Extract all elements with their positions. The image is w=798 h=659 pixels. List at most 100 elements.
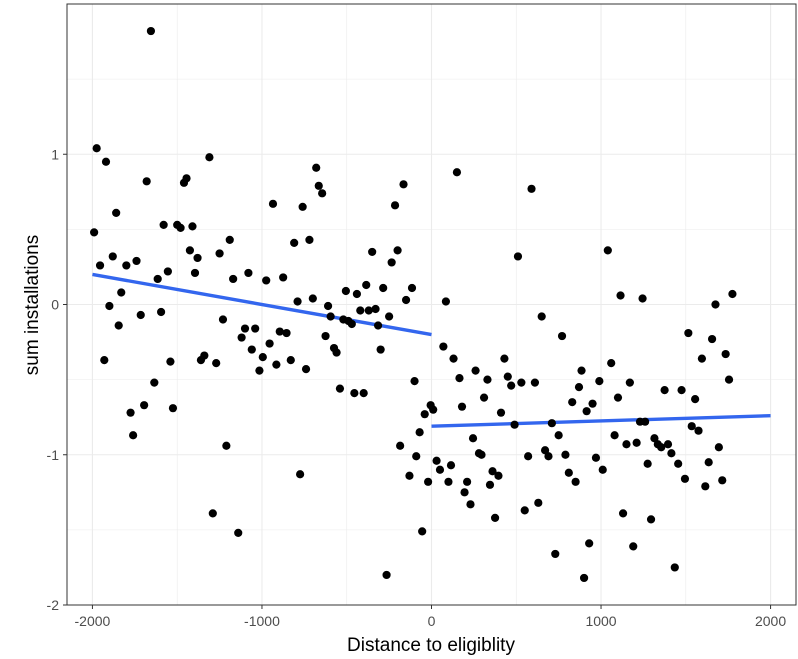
data-point — [222, 441, 231, 450]
data-point — [359, 389, 368, 398]
data-point — [247, 345, 256, 354]
data-point — [371, 304, 380, 314]
data-point — [691, 395, 700, 404]
x-tick-label: 0 — [428, 613, 436, 629]
data-point — [272, 360, 281, 369]
data-point — [629, 542, 638, 551]
data-point — [373, 321, 383, 330]
data-point — [101, 157, 111, 166]
fit-line — [431, 413, 771, 428]
data-point — [524, 452, 533, 461]
data-point — [112, 208, 121, 217]
data-point — [527, 184, 536, 193]
data-point — [396, 441, 405, 450]
data-point — [100, 355, 109, 365]
data-point — [225, 235, 234, 244]
x-tick-label: 2000 — [755, 613, 786, 629]
data-point — [159, 220, 168, 229]
data-point — [150, 378, 159, 387]
data-point — [321, 331, 330, 341]
data-point — [477, 450, 486, 459]
data-points — [90, 26, 737, 583]
data-point — [312, 163, 321, 172]
data-point — [286, 355, 295, 365]
data-point — [347, 319, 356, 329]
data-point — [694, 426, 703, 435]
data-point — [282, 328, 291, 338]
data-point — [326, 312, 335, 321]
data-point — [711, 300, 720, 309]
data-point — [595, 377, 604, 386]
data-point — [507, 381, 516, 390]
data-point — [298, 202, 307, 211]
data-point — [646, 515, 656, 524]
data-point — [182, 174, 191, 183]
data-point — [603, 246, 612, 255]
data-point — [670, 563, 679, 572]
data-point — [674, 459, 683, 468]
data-point — [301, 365, 311, 374]
data-point — [468, 434, 478, 443]
data-point — [701, 482, 710, 491]
data-point — [577, 366, 586, 375]
data-point — [632, 438, 641, 447]
data-point — [660, 386, 669, 395]
data-point — [314, 181, 323, 190]
x-axis-ticks: -2000 -1000 0 1000 2000 — [75, 605, 786, 629]
data-point — [540, 446, 550, 455]
data-point — [457, 402, 467, 411]
data-point — [638, 294, 647, 303]
data-point — [156, 307, 166, 317]
data-point — [332, 348, 341, 357]
data-point — [364, 306, 373, 315]
data-point — [663, 440, 673, 449]
data-point — [449, 354, 458, 363]
data-point — [564, 468, 573, 477]
data-point — [432, 456, 441, 465]
data-point — [350, 389, 359, 398]
x-tick-label: 1000 — [585, 613, 616, 629]
data-point — [114, 321, 123, 330]
data-point — [441, 297, 451, 306]
data-point — [471, 366, 480, 375]
data-point — [153, 274, 162, 284]
data-point — [200, 351, 209, 360]
data-point — [415, 428, 424, 437]
data-point — [258, 352, 267, 362]
data-point — [483, 375, 492, 384]
data-point — [352, 289, 362, 299]
data-point — [607, 358, 616, 368]
data-point — [485, 480, 495, 489]
data-point — [142, 177, 151, 186]
data-point — [537, 312, 546, 321]
data-point — [618, 509, 628, 518]
data-point — [616, 291, 625, 300]
data-point — [547, 419, 556, 428]
data-point — [410, 377, 419, 386]
data-point — [368, 247, 377, 257]
y-axis-ticks: -2 -1 0 1 — [47, 146, 67, 613]
y-axis-title: sum installations — [22, 235, 43, 375]
data-point — [399, 180, 408, 189]
data-point — [571, 477, 580, 486]
data-point — [704, 458, 713, 467]
data-point — [544, 452, 553, 461]
data-point — [579, 573, 589, 583]
data-point — [494, 471, 503, 480]
data-point — [293, 297, 302, 306]
data-point — [193, 253, 202, 263]
data-point — [108, 252, 117, 261]
data-point — [429, 405, 438, 414]
data-point — [650, 434, 659, 443]
data-point — [208, 509, 217, 518]
data-point — [557, 331, 567, 341]
data-point — [376, 345, 385, 354]
data-point — [568, 398, 577, 407]
data-point — [680, 474, 690, 483]
data-point — [190, 268, 200, 278]
data-point — [520, 506, 529, 515]
data-point — [185, 246, 195, 255]
data-point — [687, 422, 696, 431]
data-point — [561, 450, 570, 459]
